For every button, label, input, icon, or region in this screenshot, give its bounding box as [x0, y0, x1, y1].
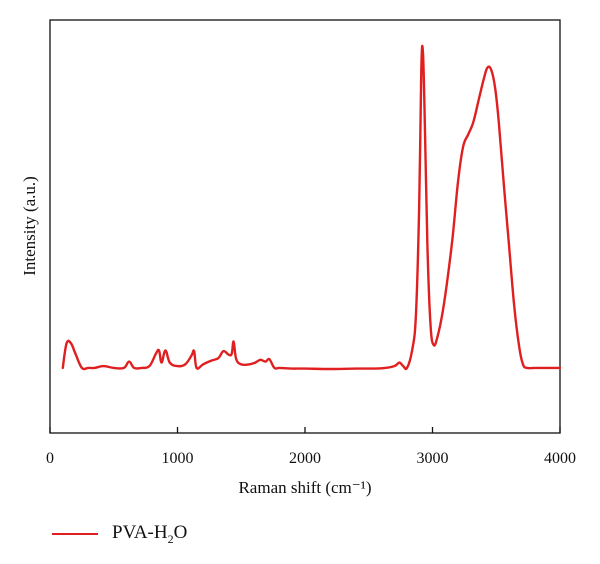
x-tick-label-2000: 2000 — [289, 450, 321, 467]
x-tick-label-4000: 4000 — [544, 450, 576, 467]
x-axis-tick-labels: 0 1000 2000 3000 4000 — [46, 450, 576, 467]
x-axis-title: Raman shift (cm⁻¹) — [238, 478, 371, 497]
x-tick-label-0: 0 — [46, 450, 54, 467]
x-tick-label-3000: 3000 — [417, 450, 449, 467]
legend: PVA-H2O — [52, 514, 187, 554]
legend-label-pva-h2o: PVA-H2O — [112, 521, 188, 546]
y-axis-title: Intensity (a.u.) — [20, 176, 39, 276]
raman-line-chart: 0 1000 2000 3000 4000 Raman shift (cm⁻¹) Int… — [20, 19, 576, 497]
x-axis-ticks — [49, 427, 561, 433]
series-line-pva-h2o — [61, 44, 562, 371]
x-tick-label-1000: 1000 — [162, 450, 194, 467]
legend-swatch-pva-h2o — [52, 533, 98, 535]
